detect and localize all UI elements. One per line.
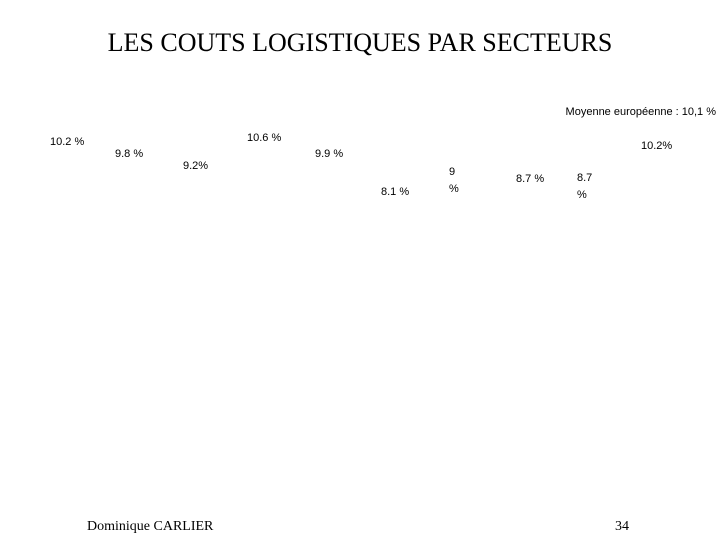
sector-label: 9.8 % <box>115 148 144 160</box>
sector-label: 9.2% <box>183 160 209 172</box>
sector-label: 9.9 % <box>315 148 344 160</box>
average-note: Moyenne européenne : 10,1 % <box>565 106 716 118</box>
sector-label: 8.7 % <box>516 173 545 185</box>
sector-label: 10.2% <box>641 140 673 152</box>
sector-label: 10.6 % <box>247 132 282 144</box>
sector-label: 8.7 % <box>577 172 593 201</box>
sector-label: 9 % <box>449 166 459 195</box>
page-number: 34 <box>615 519 629 534</box>
sector-label: 8.1 % <box>381 186 410 198</box>
sector-label: 10.2 % <box>50 136 85 148</box>
slide-title: LES COUTS LOGISTIQUES PAR SECTEURS <box>107 28 613 57</box>
footer-author: Dominique CARLIER <box>87 519 214 534</box>
